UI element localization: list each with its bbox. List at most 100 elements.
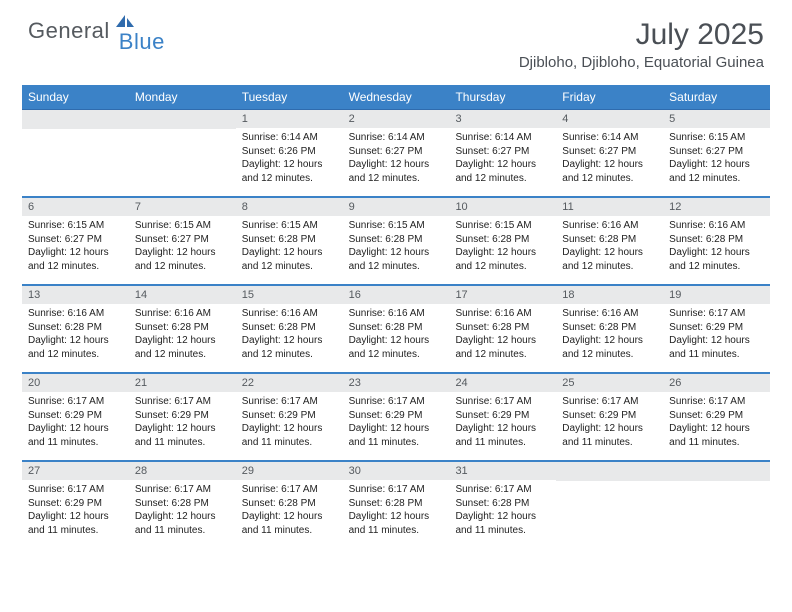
day-line-ss: Sunset: 6:28 PM <box>455 233 550 247</box>
calendar-day-cell: 27Sunrise: 6:17 AMSunset: 6:29 PMDayligh… <box>22 462 129 548</box>
day-line-ss: Sunset: 6:29 PM <box>455 409 550 423</box>
calendar-day-cell: 30Sunrise: 6:17 AMSunset: 6:28 PMDayligh… <box>343 462 450 548</box>
day-line-sr: Sunrise: 6:15 AM <box>349 219 444 233</box>
calendar-day-cell: 6Sunrise: 6:15 AMSunset: 6:27 PMDaylight… <box>22 198 129 284</box>
day-line-sr: Sunrise: 6:16 AM <box>562 307 657 321</box>
calendar-day-cell: 2Sunrise: 6:14 AMSunset: 6:27 PMDaylight… <box>343 110 450 196</box>
day-number: 9 <box>343 198 450 216</box>
day-details: Sunrise: 6:16 AMSunset: 6:28 PMDaylight:… <box>449 304 556 365</box>
day-number: 5 <box>663 110 770 128</box>
calendar-day-cell: 23Sunrise: 6:17 AMSunset: 6:29 PMDayligh… <box>343 374 450 460</box>
day-line-d2: and 12 minutes. <box>28 348 123 362</box>
day-line-ss: Sunset: 6:28 PM <box>455 321 550 335</box>
day-details: Sunrise: 6:16 AMSunset: 6:28 PMDaylight:… <box>22 304 129 365</box>
day-line-sr: Sunrise: 6:16 AM <box>562 219 657 233</box>
day-details: Sunrise: 6:16 AMSunset: 6:28 PMDaylight:… <box>556 216 663 277</box>
day-number: 29 <box>236 462 343 480</box>
day-line-d2: and 11 minutes. <box>242 524 337 538</box>
calendar-day-cell: 1Sunrise: 6:14 AMSunset: 6:26 PMDaylight… <box>236 110 343 196</box>
day-line-sr: Sunrise: 6:15 AM <box>669 131 764 145</box>
day-number: 27 <box>22 462 129 480</box>
calendar-week-row: 27Sunrise: 6:17 AMSunset: 6:29 PMDayligh… <box>22 462 770 548</box>
day-number: 2 <box>343 110 450 128</box>
calendar-week-row: 13Sunrise: 6:16 AMSunset: 6:28 PMDayligh… <box>22 286 770 374</box>
calendar-day-cell: 31Sunrise: 6:17 AMSunset: 6:28 PMDayligh… <box>449 462 556 548</box>
day-details: Sunrise: 6:15 AMSunset: 6:27 PMDaylight:… <box>663 128 770 189</box>
day-line-ss: Sunset: 6:27 PM <box>455 145 550 159</box>
day-number: 20 <box>22 374 129 392</box>
day-line-d1: Daylight: 12 hours <box>349 246 444 260</box>
day-line-ss: Sunset: 6:28 PM <box>242 233 337 247</box>
day-line-d2: and 12 minutes. <box>455 260 550 274</box>
day-line-d1: Daylight: 12 hours <box>562 334 657 348</box>
day-number: 25 <box>556 374 663 392</box>
day-line-d1: Daylight: 12 hours <box>135 422 230 436</box>
day-line-sr: Sunrise: 6:16 AM <box>135 307 230 321</box>
day-line-sr: Sunrise: 6:16 AM <box>349 307 444 321</box>
calendar-day-cell: 11Sunrise: 6:16 AMSunset: 6:28 PMDayligh… <box>556 198 663 284</box>
day-line-ss: Sunset: 6:28 PM <box>242 321 337 335</box>
brand-logo: General Blue <box>28 18 184 44</box>
day-details: Sunrise: 6:14 AMSunset: 6:26 PMDaylight:… <box>236 128 343 189</box>
day-line-d2: and 11 minutes. <box>455 524 550 538</box>
calendar-header-row: SundayMondayTuesdayWednesdayThursdayFrid… <box>22 85 770 110</box>
calendar-day-cell: 17Sunrise: 6:16 AMSunset: 6:28 PMDayligh… <box>449 286 556 372</box>
day-line-d2: and 12 minutes. <box>28 260 123 274</box>
day-line-d1: Daylight: 12 hours <box>135 510 230 524</box>
day-line-d1: Daylight: 12 hours <box>669 246 764 260</box>
day-number: 1 <box>236 110 343 128</box>
day-line-sr: Sunrise: 6:15 AM <box>455 219 550 233</box>
day-line-d2: and 12 minutes. <box>349 348 444 362</box>
day-line-sr: Sunrise: 6:17 AM <box>28 395 123 409</box>
day-details: Sunrise: 6:14 AMSunset: 6:27 PMDaylight:… <box>449 128 556 189</box>
day-line-d1: Daylight: 12 hours <box>349 422 444 436</box>
calendar-header-cell: Monday <box>129 85 236 109</box>
day-line-ss: Sunset: 6:28 PM <box>349 233 444 247</box>
day-line-d1: Daylight: 12 hours <box>242 510 337 524</box>
day-line-d2: and 11 minutes. <box>242 436 337 450</box>
day-line-ss: Sunset: 6:29 PM <box>669 409 764 423</box>
day-line-ss: Sunset: 6:28 PM <box>562 233 657 247</box>
day-line-d2: and 11 minutes. <box>669 436 764 450</box>
day-line-sr: Sunrise: 6:16 AM <box>669 219 764 233</box>
day-line-ss: Sunset: 6:29 PM <box>242 409 337 423</box>
day-line-d1: Daylight: 12 hours <box>562 246 657 260</box>
day-details: Sunrise: 6:15 AMSunset: 6:28 PMDaylight:… <box>236 216 343 277</box>
day-number: 10 <box>449 198 556 216</box>
calendar-day-cell: 13Sunrise: 6:16 AMSunset: 6:28 PMDayligh… <box>22 286 129 372</box>
day-details: Sunrise: 6:16 AMSunset: 6:28 PMDaylight:… <box>236 304 343 365</box>
calendar-day-cell: 15Sunrise: 6:16 AMSunset: 6:28 PMDayligh… <box>236 286 343 372</box>
day-line-d2: and 11 minutes. <box>349 524 444 538</box>
day-line-d1: Daylight: 12 hours <box>135 246 230 260</box>
day-line-d1: Daylight: 12 hours <box>562 158 657 172</box>
day-line-d2: and 11 minutes. <box>349 436 444 450</box>
calendar-week-row: 1Sunrise: 6:14 AMSunset: 6:26 PMDaylight… <box>22 110 770 198</box>
day-line-d2: and 11 minutes. <box>455 436 550 450</box>
day-details: Sunrise: 6:17 AMSunset: 6:28 PMDaylight:… <box>343 480 450 541</box>
day-details: Sunrise: 6:16 AMSunset: 6:28 PMDaylight:… <box>663 216 770 277</box>
day-line-sr: Sunrise: 6:17 AM <box>562 395 657 409</box>
calendar-header-cell: Saturday <box>663 85 770 109</box>
calendar-week-row: 6Sunrise: 6:15 AMSunset: 6:27 PMDaylight… <box>22 198 770 286</box>
day-line-d2: and 12 minutes. <box>349 172 444 186</box>
day-line-d2: and 11 minutes. <box>135 436 230 450</box>
day-line-sr: Sunrise: 6:17 AM <box>135 395 230 409</box>
day-line-d1: Daylight: 12 hours <box>242 158 337 172</box>
day-line-d2: and 11 minutes. <box>669 348 764 362</box>
day-number: 22 <box>236 374 343 392</box>
day-line-d2: and 12 minutes. <box>562 348 657 362</box>
day-line-ss: Sunset: 6:27 PM <box>28 233 123 247</box>
calendar-day-cell: 29Sunrise: 6:17 AMSunset: 6:28 PMDayligh… <box>236 462 343 548</box>
day-line-d2: and 12 minutes. <box>562 260 657 274</box>
calendar-day-cell: 4Sunrise: 6:14 AMSunset: 6:27 PMDaylight… <box>556 110 663 196</box>
calendar-day-cell: 21Sunrise: 6:17 AMSunset: 6:29 PMDayligh… <box>129 374 236 460</box>
day-details: Sunrise: 6:15 AMSunset: 6:28 PMDaylight:… <box>449 216 556 277</box>
day-line-sr: Sunrise: 6:16 AM <box>455 307 550 321</box>
calendar-day-cell: 25Sunrise: 6:17 AMSunset: 6:29 PMDayligh… <box>556 374 663 460</box>
calendar-day-cell <box>663 462 770 548</box>
day-number: 7 <box>129 198 236 216</box>
calendar-day-cell: 28Sunrise: 6:17 AMSunset: 6:28 PMDayligh… <box>129 462 236 548</box>
day-line-ss: Sunset: 6:28 PM <box>135 497 230 511</box>
day-number: 4 <box>556 110 663 128</box>
calendar-day-cell: 26Sunrise: 6:17 AMSunset: 6:29 PMDayligh… <box>663 374 770 460</box>
